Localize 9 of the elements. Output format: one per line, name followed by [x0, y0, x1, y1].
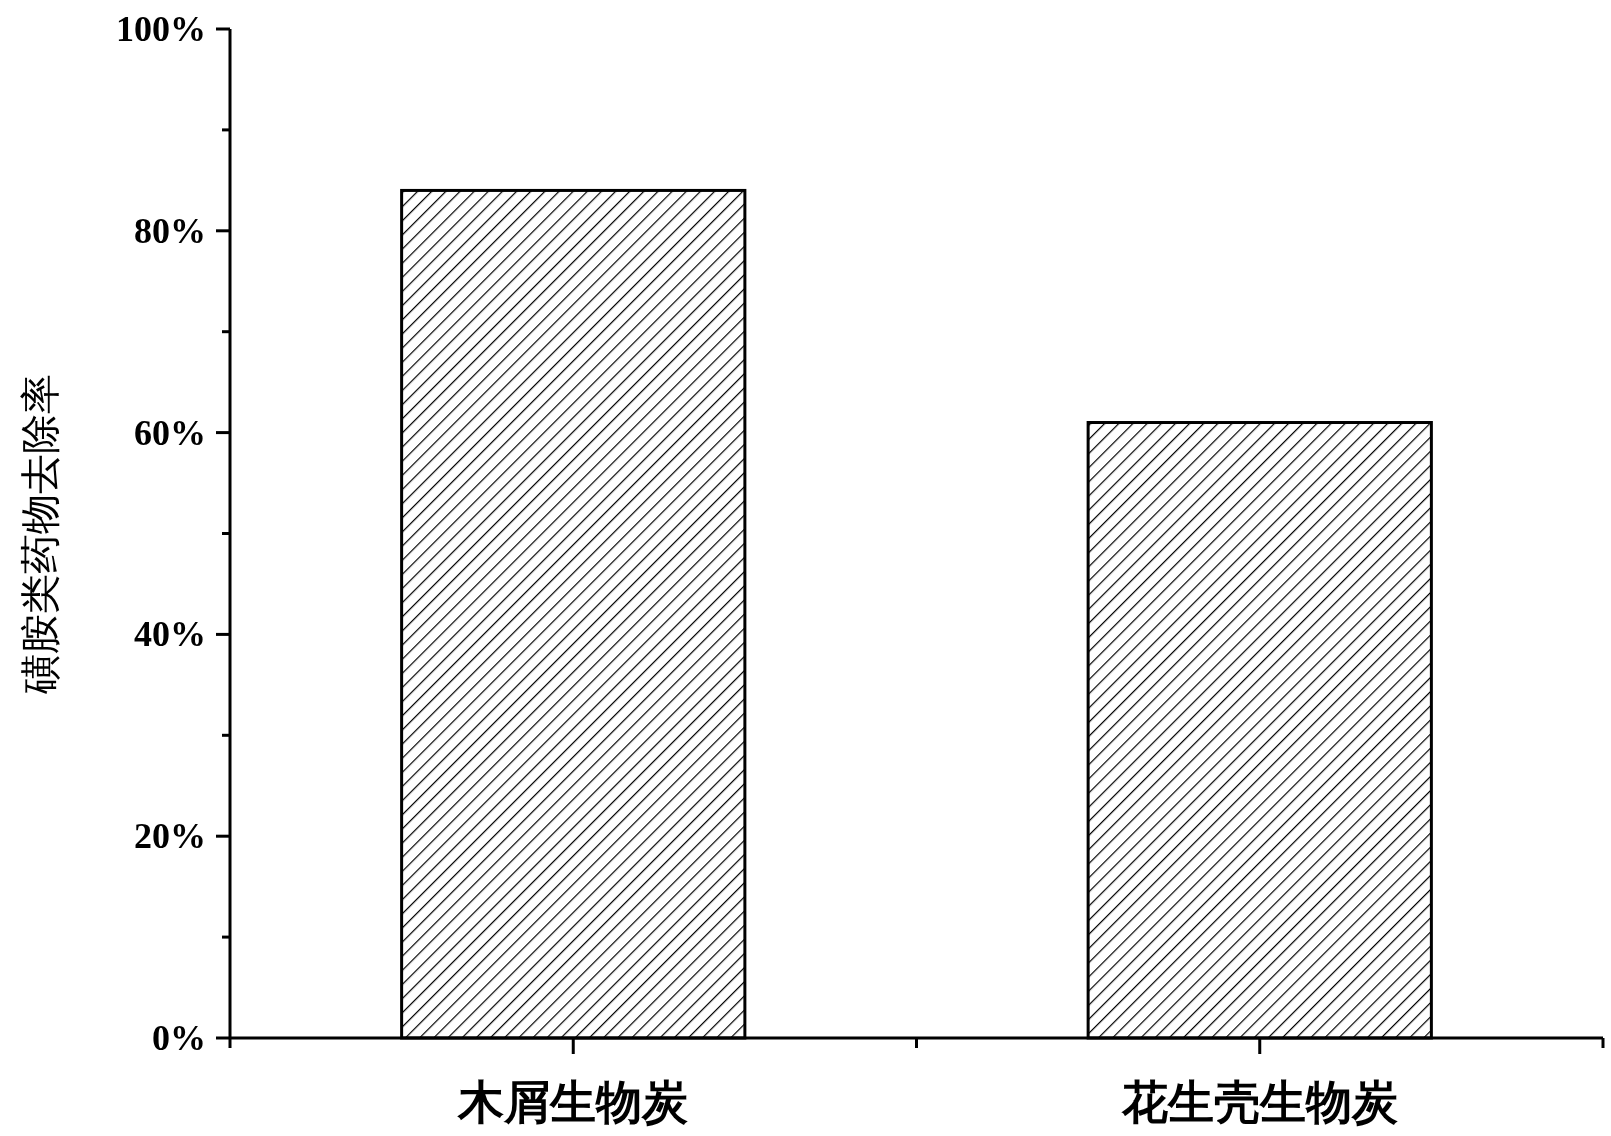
y-tick-label: 20%	[134, 816, 206, 857]
x-tick-label: 木屑生物炭	[457, 1075, 689, 1129]
y-axis-title: 磺胺类药物去除率	[17, 373, 63, 695]
x-tick-label: 花生壳生物炭	[1120, 1075, 1398, 1129]
y-tick-label: 40%	[134, 614, 206, 655]
y-tick-label: 80%	[134, 210, 206, 251]
y-tick-label: 100%	[116, 9, 206, 49]
y-tick-label: 60%	[134, 412, 206, 453]
y-tick-label: 0%	[152, 1018, 206, 1058]
